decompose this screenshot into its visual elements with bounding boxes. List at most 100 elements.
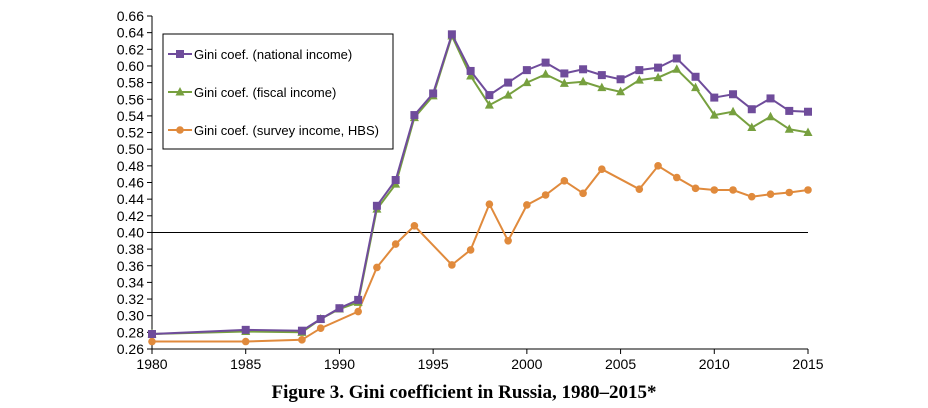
data-point: [541, 58, 550, 67]
y-tick-label: 0.38: [117, 241, 144, 257]
legend-items: Gini coef. (national income) Gini coef. (…: [168, 47, 379, 138]
data-point: [747, 122, 757, 132]
y-tick-label: 0.34: [117, 274, 144, 290]
x-tick-label: 1985: [230, 356, 261, 372]
data-point: [803, 127, 813, 137]
data-point: [747, 192, 756, 201]
data-point: [579, 65, 588, 74]
legend-marker: [175, 87, 185, 96]
data-point: [691, 72, 700, 81]
data-point: [766, 190, 775, 198]
data-point: [316, 315, 325, 324]
data-point: [429, 89, 438, 98]
data-point: [410, 111, 419, 120]
y-tick-label: 0.62: [117, 41, 144, 57]
y-tick-label: 0.52: [117, 125, 144, 141]
data-point: [654, 162, 662, 170]
data-point: [691, 184, 700, 193]
data-point: [447, 30, 456, 39]
data-point: [691, 82, 701, 92]
data-point: [785, 106, 794, 115]
data-point: [654, 63, 663, 72]
legend-label: Gini coef. (national income): [194, 47, 352, 62]
y-tick-label: 0.28: [117, 324, 144, 340]
y-tick-label: 0.26: [117, 341, 144, 357]
data-point: [541, 69, 551, 78]
data-point: [241, 325, 250, 334]
x-tick-label: 1990: [324, 356, 355, 372]
data-point: [466, 246, 475, 254]
y-tick-group: 0.260.280.300.320.340.360.380.400.420.44…: [117, 8, 152, 357]
legend-marker: [176, 50, 184, 58]
figure-caption: Figure 3. Gini coefficient in Russia, 19…: [271, 382, 657, 403]
data-point: [673, 173, 681, 182]
y-tick-label: 0.66: [117, 8, 144, 24]
data-point: [785, 188, 794, 197]
data-point: [560, 177, 569, 185]
data-point: [560, 69, 569, 78]
gini-chart: 0.260.280.300.320.340.360.380.400.420.44…: [117, 8, 824, 372]
data-point: [504, 78, 513, 87]
data-point: [579, 189, 587, 198]
data-point: [710, 186, 719, 194]
y-tick-label: 0.30: [117, 308, 144, 324]
x-tick-label: 2010: [699, 356, 730, 372]
legend-box: [162, 33, 394, 150]
data-point: [653, 72, 663, 82]
x-tick-group: 1980 1985 1990 1995 2000 2005 2010 2015: [136, 349, 824, 372]
x-tick-label: 1980: [136, 356, 167, 372]
data-point: [635, 185, 644, 193]
y-tick-label: 0.36: [117, 258, 144, 274]
y-tick-label: 0.32: [117, 291, 144, 307]
legend-item: Gini coef. (fiscal income): [168, 85, 336, 100]
data-point: [372, 201, 381, 210]
data-point: [354, 295, 363, 304]
series-circle: [148, 162, 812, 346]
y-tick-label: 0.44: [117, 191, 144, 207]
y-axis: 0.260.280.300.320.340.360.380.400.420.44…: [117, 8, 153, 357]
x-tick-label: 2005: [605, 356, 636, 372]
data-point: [597, 82, 607, 92]
y-tick-label: 0.60: [117, 58, 144, 74]
data-point: [335, 304, 344, 313]
data-point: [541, 191, 550, 199]
data-point: [598, 165, 606, 173]
data-point: [559, 78, 569, 87]
data-point: [522, 77, 532, 87]
data-point: [504, 236, 512, 245]
data-point: [635, 66, 644, 75]
data-point: [672, 64, 682, 73]
data-point: [448, 261, 456, 269]
data-point: [747, 105, 756, 114]
data-point: [297, 326, 306, 335]
data-point: [766, 94, 775, 103]
legend-item: Gini coef. (survey income, HBS): [168, 123, 379, 138]
data-point: [503, 90, 513, 99]
data-point: [804, 186, 812, 194]
data-point: [523, 201, 531, 209]
data-point: [710, 93, 719, 102]
data-point: [466, 70, 476, 80]
data-point: [728, 106, 738, 116]
legend-marker: [176, 126, 184, 134]
data-point: [616, 75, 625, 84]
legend-label: Gini coef. (fiscal income): [194, 85, 336, 100]
data-point: [484, 100, 494, 109]
x-tick-label: 2015: [792, 356, 823, 372]
data-point: [729, 186, 737, 194]
data-point: [729, 90, 738, 99]
series-layer: [147, 30, 813, 346]
y-tick-label: 0.54: [117, 108, 144, 124]
data-point: [522, 66, 531, 75]
data-point: [485, 200, 494, 208]
data-point: [634, 75, 644, 84]
data-point: [709, 110, 719, 119]
series-line: [152, 164, 809, 343]
y-tick-label: 0.56: [117, 91, 144, 107]
y-tick-label: 0.40: [117, 224, 144, 240]
data-point: [804, 107, 812, 116]
data-point: [241, 337, 250, 346]
data-point: [391, 240, 400, 248]
data-point: [672, 54, 681, 63]
x-axis: 1980 1985 1990 1995 2000 2005 2010 2015: [136, 348, 824, 372]
